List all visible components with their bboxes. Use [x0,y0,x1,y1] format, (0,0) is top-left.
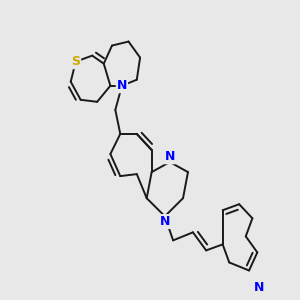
Text: N: N [160,215,170,228]
Text: N: N [254,281,264,294]
Text: N: N [165,150,175,163]
Text: N: N [117,79,127,92]
Text: S: S [71,55,80,68]
